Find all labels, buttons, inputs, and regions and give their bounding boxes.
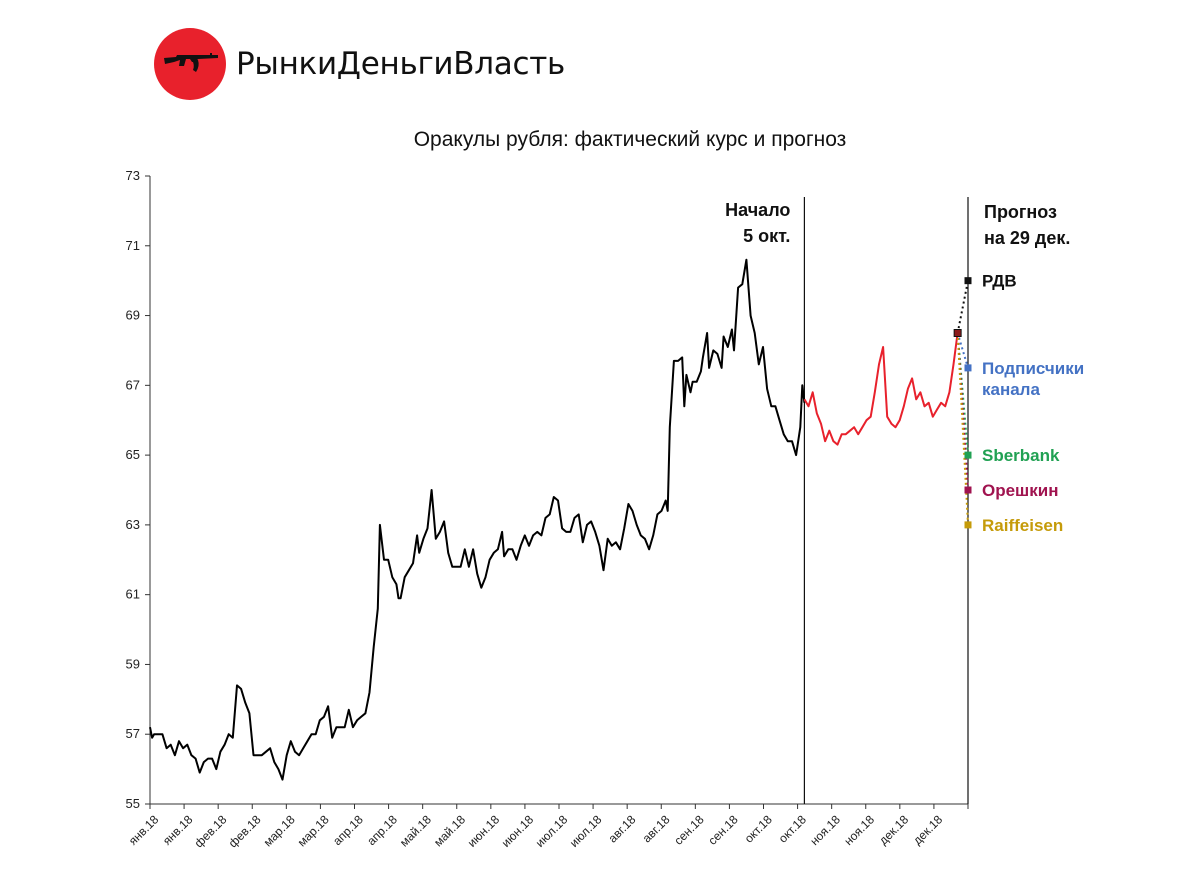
forecast-marker [964, 451, 972, 459]
x-tick-label: авг.18 [640, 812, 673, 845]
vertical-line-label: Начало [725, 200, 790, 220]
x-tick-label: дек.18 [876, 812, 911, 847]
forecast-line [956, 332, 969, 369]
vertical-line-label: 5 окт. [743, 226, 790, 246]
x-tick-label: ноя.18 [807, 812, 843, 848]
x-tick-label: июн.18 [499, 812, 537, 850]
forecast-line [956, 280, 969, 334]
rifle-icon [164, 53, 218, 72]
y-tick-label: 71 [126, 238, 140, 253]
brand-name: РынкиДеньгиВласть [236, 46, 565, 82]
x-tick-label: апр.18 [364, 812, 400, 848]
x-tick-label: ноя.18 [841, 812, 877, 848]
x-tick-label: май.18 [431, 812, 468, 849]
y-ticks: 55 57 59 61 63 65 67 69 71 73 [126, 168, 150, 811]
y-tick-label: 69 [126, 308, 140, 323]
forecast-line [956, 332, 969, 456]
y-tick-label: 61 [126, 587, 140, 602]
forecast-label: Sberbank [982, 446, 1060, 465]
forecast-marker [964, 277, 972, 285]
vertical-line-label: на 29 дек. [984, 228, 1070, 248]
y-tick-label: 65 [126, 447, 140, 462]
chart-title: Оракулы рубля: фактический курс и прогно… [414, 128, 847, 151]
vertical-line-label: Прогноз [984, 202, 1057, 222]
x-tick-label: мар.18 [295, 812, 332, 849]
y-tick-label: 59 [126, 656, 140, 671]
forecast-label: Подписчики [982, 359, 1084, 378]
y-tick-label: 57 [126, 726, 140, 741]
forecast-label: РДВ [982, 272, 1017, 291]
forecast-marker [964, 364, 972, 372]
logo [154, 28, 226, 100]
x-tick-label: янв.18 [160, 812, 196, 848]
forecast-line [956, 332, 969, 491]
x-tick-label: окт.18 [776, 812, 809, 845]
x-tick-label: апр.18 [330, 812, 366, 848]
forecasts-group: РДВ Подписчики канала Sberbank Орешкин Raiffe… [953, 272, 1084, 535]
x-tick-label: сен.18 [671, 812, 707, 848]
x-tick-label: фев.18 [192, 812, 230, 850]
forecast-start-marker [953, 329, 962, 337]
x-tick-label: июн.18 [465, 812, 503, 850]
forecast-marker [964, 486, 972, 494]
x-tick-label: мар.18 [261, 812, 298, 849]
forecast-marker [964, 521, 972, 529]
x-tick-label: окт.18 [742, 812, 775, 845]
x-tick-label: фев.18 [226, 812, 264, 850]
y-tick-label: 67 [126, 377, 140, 392]
vertical-markers: Начало 5 окт. Прогноз на 29 дек. [725, 197, 1070, 804]
forecast-label: Орешкин [982, 481, 1058, 500]
x-tick-label: янв.18 [126, 812, 162, 848]
x-ticks: янв.18янв.18фев.18фев.18мар.18мар.18апр.… [126, 804, 969, 850]
x-tick-label: сен.18 [705, 812, 741, 848]
series-line [803, 332, 959, 446]
y-tick-label: 73 [126, 168, 140, 183]
x-tick-label: авг.18 [606, 812, 639, 845]
y-tick-label: 55 [126, 796, 140, 811]
x-tick-label: июл.18 [567, 812, 605, 850]
x-tick-label: июл.18 [533, 812, 571, 850]
forecast-label: канала [982, 380, 1040, 399]
x-tick-label: дек.18 [910, 812, 945, 847]
forecast-label: Raiffeisen [982, 516, 1063, 535]
series-line [149, 258, 806, 781]
y-tick-label: 63 [126, 517, 140, 532]
series-group [149, 258, 959, 781]
x-tick-label: май.18 [397, 812, 434, 849]
